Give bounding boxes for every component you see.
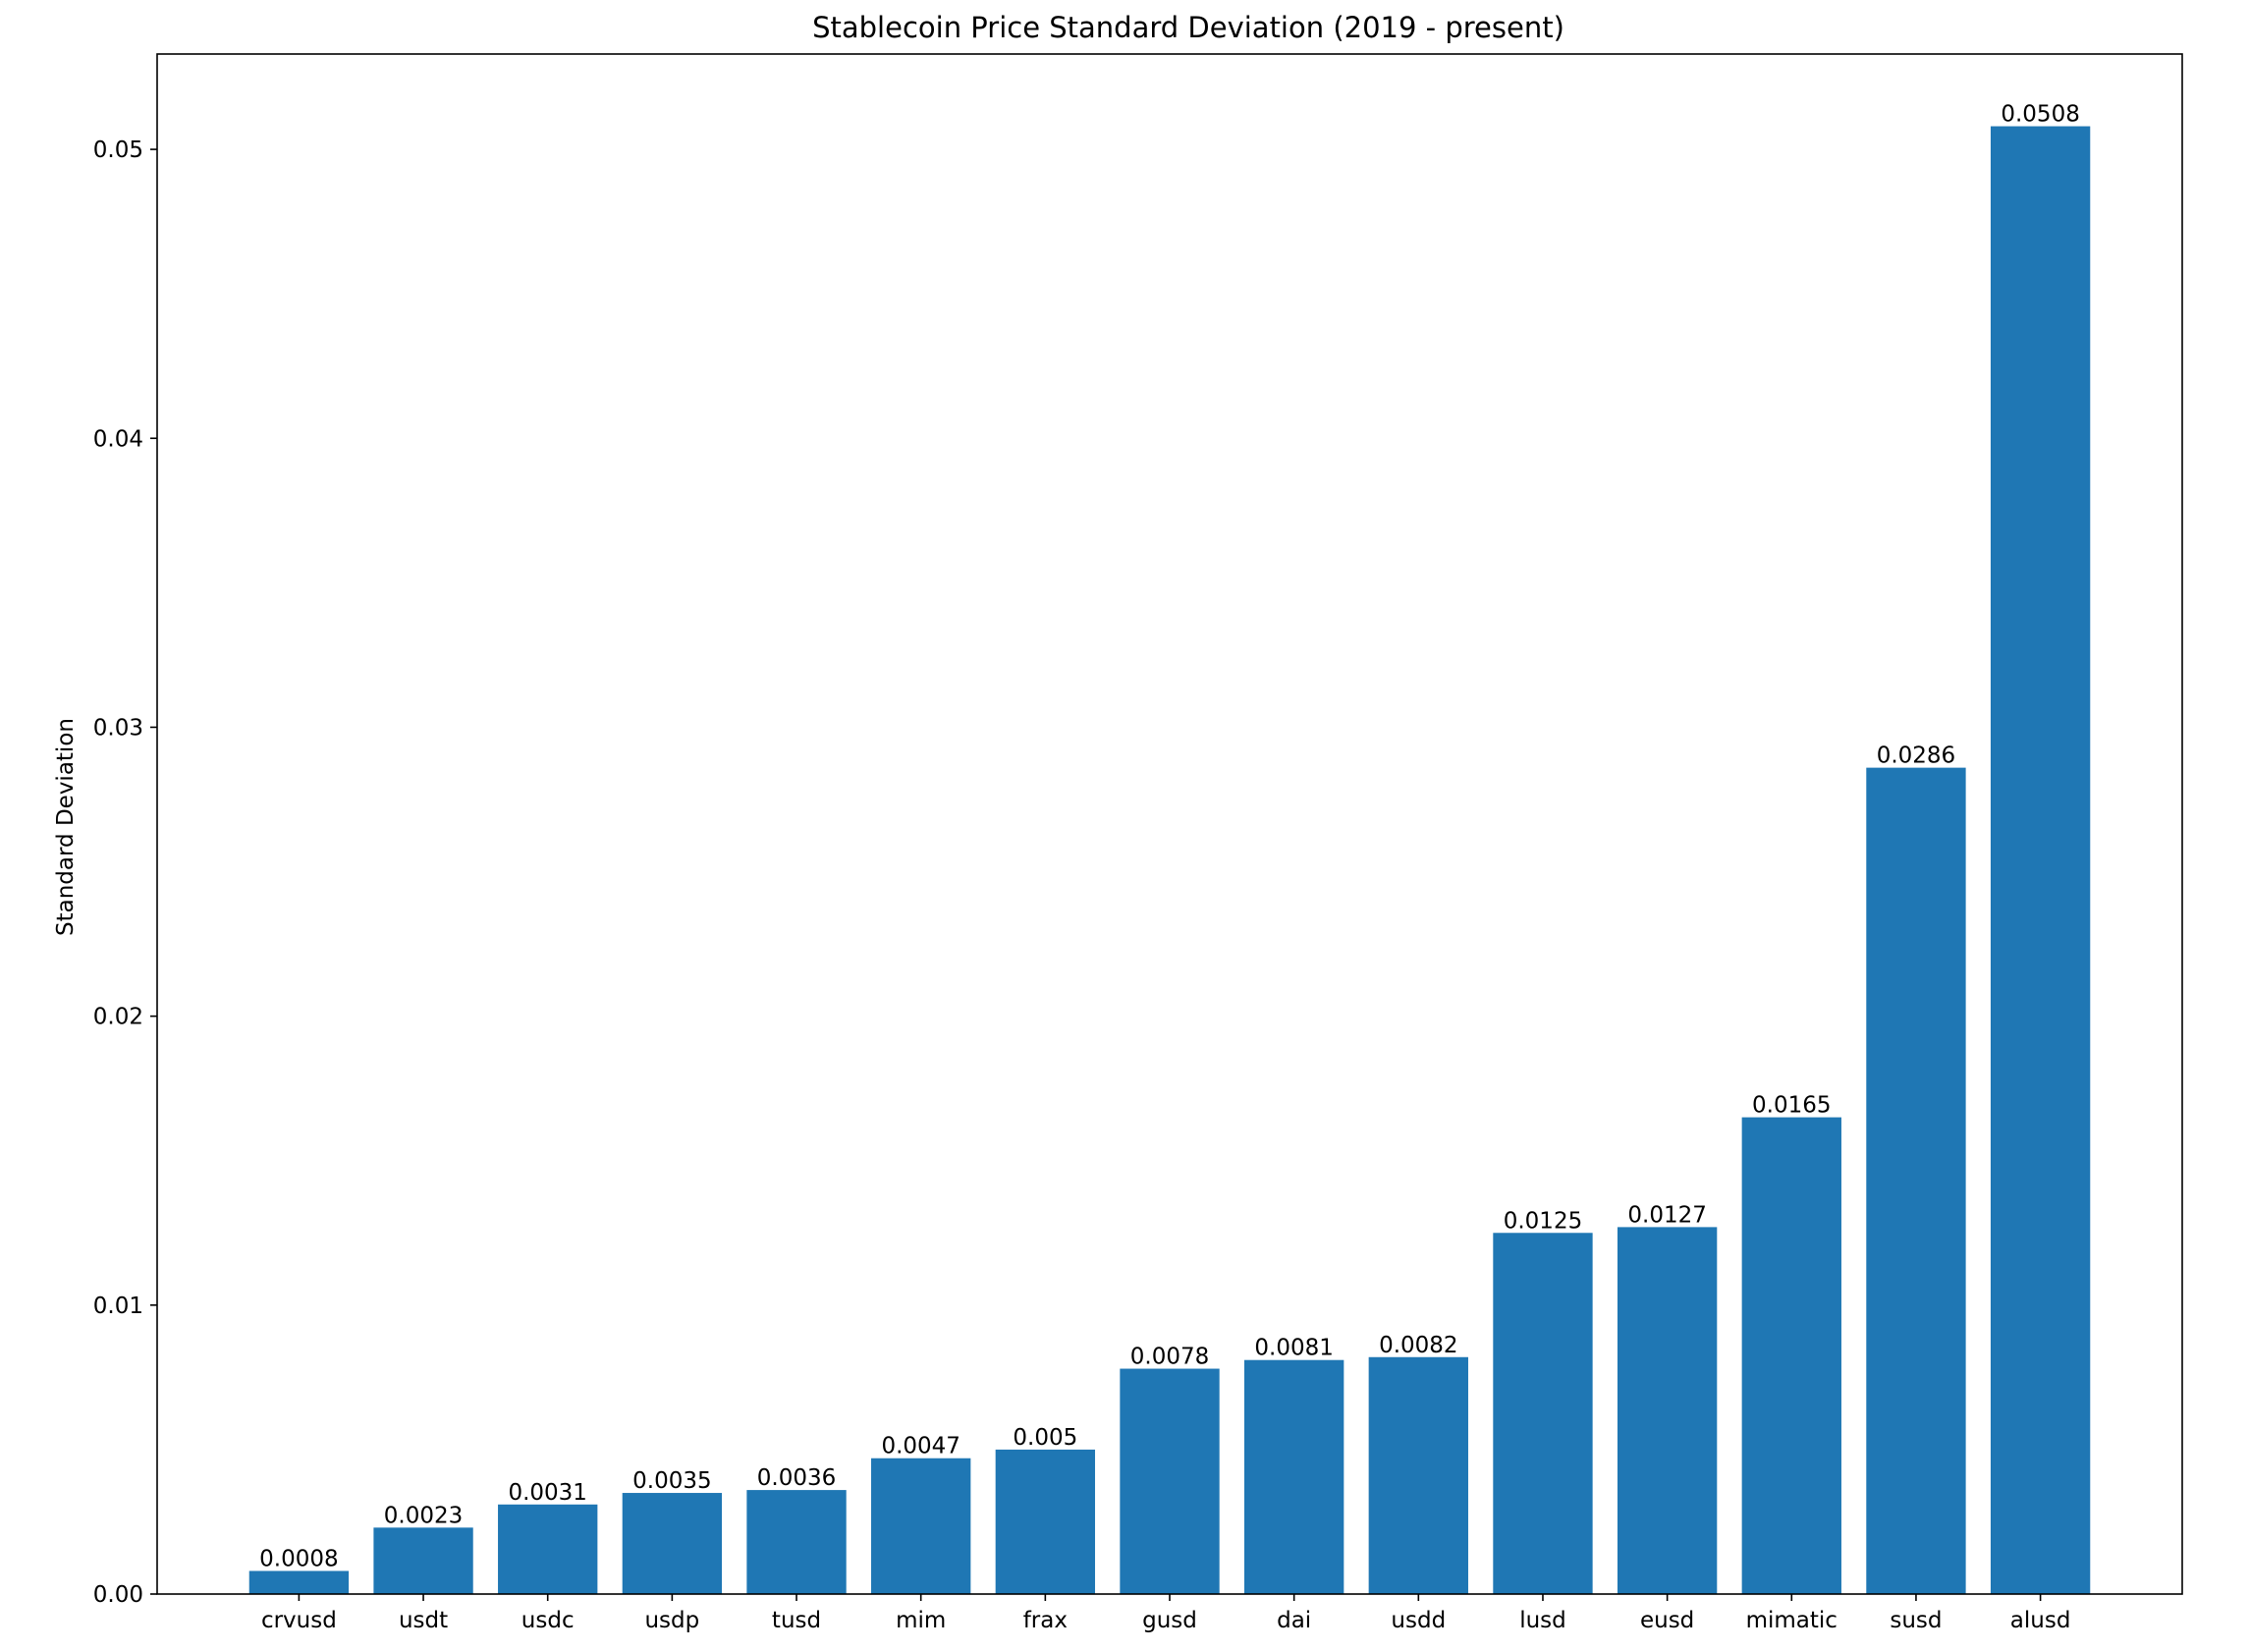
x-tick-label: lusd bbox=[1519, 1608, 1566, 1633]
x-tick-label: crvusd bbox=[261, 1608, 337, 1633]
x-tick-label: dai bbox=[1277, 1608, 1311, 1633]
x-tick-label: usdc bbox=[521, 1608, 575, 1633]
x-tick-label: tusd bbox=[772, 1608, 821, 1633]
bar-usdt bbox=[373, 1527, 473, 1594]
x-tick-label: eusd bbox=[1640, 1608, 1694, 1633]
bar-usdd bbox=[1368, 1356, 1468, 1594]
bar-value-label: 0.0081 bbox=[1254, 1336, 1333, 1361]
bar-value-label: 0.0508 bbox=[2001, 102, 2079, 128]
bar-value-label: 0.0035 bbox=[632, 1468, 711, 1494]
bar-tusd bbox=[746, 1490, 847, 1594]
bar-value-label: 0.0023 bbox=[384, 1503, 463, 1528]
y-tick-label: 0.05 bbox=[93, 138, 143, 163]
x-tick-label: gusd bbox=[1142, 1608, 1197, 1633]
bar-value-label: 0.0082 bbox=[1379, 1333, 1457, 1358]
bar-eusd bbox=[1617, 1227, 1718, 1594]
x-tick-label: usdd bbox=[1391, 1608, 1446, 1633]
x-tick-label: usdp bbox=[644, 1608, 699, 1633]
chart-title: Stablecoin Price Standard Deviation (201… bbox=[812, 11, 1564, 44]
bar-dai bbox=[1244, 1359, 1344, 1594]
bar-susd bbox=[1866, 767, 1966, 1594]
bar-alusd bbox=[1990, 126, 2091, 1594]
x-tick-label: mim bbox=[896, 1608, 946, 1633]
bar-value-label: 0.005 bbox=[1013, 1425, 1077, 1451]
bar-value-label: 0.0031 bbox=[508, 1480, 586, 1506]
bar-value-label: 0.0047 bbox=[881, 1434, 960, 1459]
y-tick-label: 0.01 bbox=[93, 1294, 143, 1319]
bar-mim bbox=[871, 1458, 971, 1594]
bar-value-label: 0.0127 bbox=[1627, 1202, 1706, 1228]
y-axis-label: Standard Deviation bbox=[53, 718, 79, 936]
x-tick-label: susd bbox=[1890, 1608, 1942, 1633]
bar-value-label: 0.0078 bbox=[1130, 1345, 1209, 1370]
bar-usdc bbox=[498, 1504, 598, 1594]
bar-labels-group: 0.0008 0.0023 0.0031 0.0035 0.0036 0.0047 0.00… bbox=[259, 102, 2080, 1572]
bar-gusd bbox=[1120, 1368, 1220, 1594]
y-tick-label: 0.00 bbox=[93, 1582, 143, 1608]
x-tick-label: mimatic bbox=[1746, 1608, 1838, 1633]
x-axis-ticks: crvusd usdt usdc usdp tusd mim frax gusd dai usdd… bbox=[261, 1594, 2070, 1633]
plot-area-frame bbox=[156, 53, 2183, 1595]
bars-group bbox=[248, 126, 2091, 1594]
y-tick-label: 0.03 bbox=[93, 715, 143, 741]
bar-value-label: 0.0125 bbox=[1504, 1208, 1582, 1234]
y-tick-label: 0.04 bbox=[93, 426, 143, 452]
x-tick-label: usdt bbox=[399, 1608, 448, 1633]
y-axis-ticks: 0.00 0.01 0.02 0.03 0.04 0.05 bbox=[93, 138, 157, 1608]
bar-value-label: 0.0008 bbox=[259, 1546, 338, 1571]
bar-usdp bbox=[622, 1493, 723, 1594]
x-tick-label: frax bbox=[1023, 1608, 1068, 1633]
bar-value-label: 0.0165 bbox=[1752, 1093, 1831, 1119]
bar-mimatic bbox=[1741, 1117, 1841, 1594]
bar-crvusd bbox=[248, 1570, 350, 1594]
x-tick-label: alusd bbox=[2010, 1608, 2071, 1633]
y-tick-label: 0.02 bbox=[93, 1005, 143, 1030]
bar-value-label: 0.0286 bbox=[1877, 743, 1955, 769]
bar-value-label: 0.0036 bbox=[757, 1465, 836, 1491]
bar-frax bbox=[995, 1449, 1096, 1594]
bar-lusd bbox=[1493, 1233, 1593, 1594]
